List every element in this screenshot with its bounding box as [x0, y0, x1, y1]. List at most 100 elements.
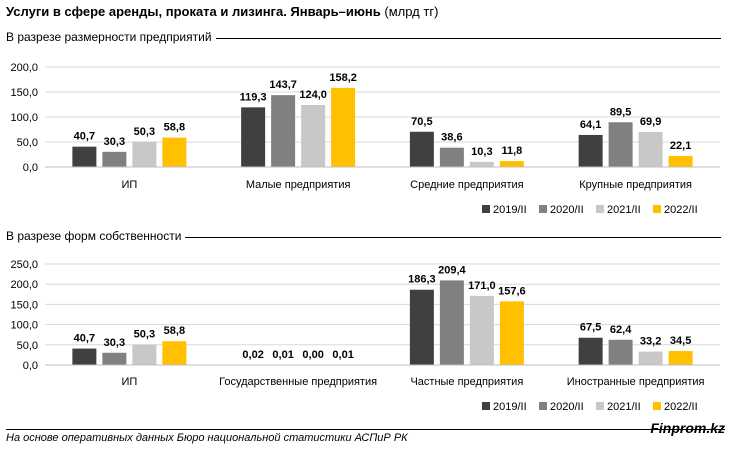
legend-label: 2020/II: [550, 204, 584, 216]
chart-title: Услуги в сфере аренды, проката и лизинга…: [6, 4, 438, 19]
bar: [72, 348, 97, 365]
data-label: 40,7: [74, 333, 95, 345]
data-label: 119,3: [240, 91, 267, 103]
legend-swatch: [653, 205, 661, 213]
y-tick-label: 50,0: [17, 137, 38, 149]
bar: [499, 301, 524, 365]
data-label: 124,0: [299, 89, 327, 101]
data-label: 209,4: [438, 264, 466, 276]
bar: [578, 134, 603, 167]
y-tick-label: 150,0: [10, 87, 38, 99]
bar: [132, 141, 157, 167]
data-label: 11,8: [501, 145, 522, 157]
legend-label: 2020/II: [550, 401, 584, 413]
data-label: 186,3: [408, 274, 436, 286]
bar: [301, 105, 326, 167]
chart-size-breakdown: 0,0 50,0 100,0 150,0 200,0 40,7 30,3 50,3 58,8 ИП…: [10, 62, 720, 216]
data-label: 10,3: [471, 146, 492, 158]
category-label: ИП: [121, 376, 137, 388]
legend-label: 2021/II: [607, 204, 641, 216]
y-tick-label: 200,0: [10, 62, 38, 74]
data-label: 158,2: [329, 72, 357, 84]
bar: [331, 87, 356, 167]
bar: [439, 280, 464, 365]
bar: [132, 344, 157, 365]
data-label: 157,6: [498, 285, 526, 297]
bar: [469, 295, 494, 365]
category-label: Крупные предприятия: [579, 179, 692, 191]
legend-label: 2019/II: [493, 401, 527, 413]
bar: [638, 132, 663, 167]
legend-swatch: [596, 402, 604, 410]
data-label: 50,3: [134, 126, 155, 138]
bar: [638, 351, 663, 365]
section-2-title: В разрезе форм собственности: [6, 229, 186, 243]
data-label: 58,8: [164, 122, 185, 134]
y-tick-label: 0,0: [23, 360, 38, 372]
bar: [439, 147, 464, 167]
bar: [409, 131, 434, 167]
legend-label: 2022/II: [664, 204, 698, 216]
data-label: 64,1: [580, 119, 601, 131]
legend-label: 2022/II: [664, 401, 698, 413]
brand-logo: Finprom.kz: [650, 420, 725, 436]
bar: [608, 339, 633, 365]
bar: [668, 155, 693, 167]
bar: [271, 95, 296, 167]
y-tick-label: 150,0: [10, 299, 38, 311]
section-1-title: В разрезе размерности предприятий: [6, 30, 216, 44]
bar: [499, 161, 524, 167]
legend-swatch: [596, 205, 604, 213]
data-label: 40,7: [74, 131, 95, 143]
data-label: 0,01: [272, 349, 293, 361]
data-label: 0,01: [332, 349, 353, 361]
data-label: 70,5: [411, 116, 432, 128]
bar: [469, 161, 494, 167]
legend-label: 2021/II: [607, 401, 641, 413]
bar: [162, 137, 187, 167]
category-label: Государственные предприятия: [219, 376, 377, 388]
data-label: 67,5: [580, 322, 601, 334]
bar: [72, 146, 97, 167]
category-label: Иностранные предприятия: [567, 376, 705, 388]
bar: [102, 151, 127, 167]
data-label: 171,0: [468, 280, 496, 292]
data-label: 38,6: [441, 132, 462, 144]
bar: [409, 289, 434, 365]
data-label: 69,9: [640, 116, 661, 128]
y-tick-label: 250,0: [10, 259, 38, 271]
data-label: 30,3: [104, 337, 125, 349]
y-tick-label: 100,0: [10, 112, 38, 124]
y-tick-label: 0,0: [23, 162, 38, 174]
source-note: На основе оперативных данных Бюро национ…: [6, 432, 408, 444]
legend-swatch: [482, 402, 490, 410]
category-label: Средние предприятия: [410, 179, 523, 191]
legend-swatch: [653, 402, 661, 410]
data-label: 30,3: [104, 136, 125, 148]
bar: [608, 122, 633, 167]
data-label: 143,7: [269, 79, 297, 91]
category-label: Малые предприятия: [246, 179, 351, 191]
category-label: ИП: [121, 179, 137, 191]
data-label: 33,2: [640, 336, 661, 348]
y-tick-label: 50,0: [17, 340, 38, 352]
section-2-rule: [6, 237, 721, 238]
data-label: 62,4: [610, 324, 632, 336]
bar: [102, 352, 127, 365]
data-label: 58,8: [164, 325, 185, 337]
section-1-rule: [6, 38, 721, 39]
chart-title-main: Услуги в сфере аренды, проката и лизинга…: [6, 4, 381, 19]
category-label: Частные предприятия: [410, 376, 523, 388]
data-label: 0,00: [302, 349, 323, 361]
bar: [241, 107, 266, 167]
y-tick-label: 100,0: [10, 320, 38, 332]
legend-swatch: [539, 402, 547, 410]
chart-ownership-breakdown: 0,0 50,0 100,0 150,0 200,0 250,0 40,7 30,3 50,3 5…: [10, 259, 720, 413]
data-label: 50,3: [134, 329, 155, 341]
legend-label: 2019/II: [493, 204, 527, 216]
bar: [162, 341, 187, 365]
legend-swatch: [482, 205, 490, 213]
chart-title-unit: (млрд тг): [384, 4, 439, 19]
data-label: 34,5: [670, 335, 691, 347]
legend-swatch: [539, 205, 547, 213]
